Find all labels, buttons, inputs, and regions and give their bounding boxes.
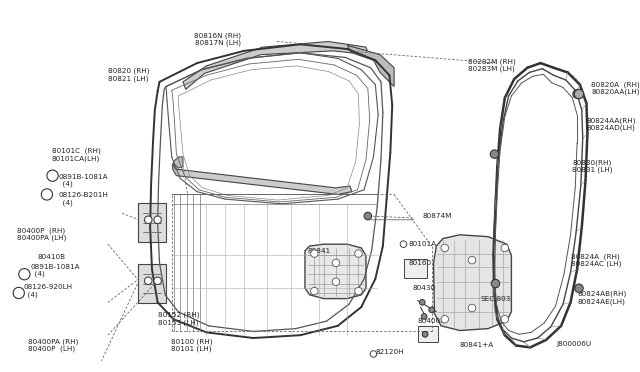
- Circle shape: [575, 284, 583, 292]
- Circle shape: [355, 287, 362, 295]
- Text: 80282M (RH)
80283M (LH): 80282M (RH) 80283M (LH): [468, 58, 516, 73]
- Circle shape: [574, 89, 584, 99]
- Circle shape: [501, 315, 509, 323]
- Circle shape: [501, 244, 509, 252]
- Text: 80100 (RH)
80101 (LH): 80100 (RH) 80101 (LH): [171, 338, 212, 352]
- Text: B: B: [16, 288, 22, 298]
- Text: 80824AB(RH)
80824AE(LH): 80824AB(RH) 80824AE(LH): [577, 291, 627, 305]
- Text: 0891B-1081A
  (4): 0891B-1081A (4): [58, 174, 108, 187]
- Text: 80824AA(RH)
80824AD(LH): 80824AA(RH) 80824AD(LH): [586, 117, 636, 131]
- Circle shape: [419, 299, 425, 305]
- Text: 80400I: 80400I: [417, 318, 443, 324]
- Polygon shape: [173, 157, 183, 168]
- Text: 80830(RH)
80831 (LH): 80830(RH) 80831 (LH): [572, 159, 613, 173]
- Circle shape: [573, 90, 581, 98]
- FancyBboxPatch shape: [417, 326, 438, 342]
- Circle shape: [370, 351, 377, 357]
- Circle shape: [145, 216, 152, 224]
- Text: 80820A  (RH)
80820AA(LH): 80820A (RH) 80820AA(LH): [591, 81, 640, 95]
- Text: 80410B: 80410B: [38, 254, 66, 260]
- FancyBboxPatch shape: [404, 259, 427, 278]
- Circle shape: [490, 150, 499, 158]
- FancyBboxPatch shape: [138, 264, 166, 303]
- Circle shape: [400, 241, 407, 247]
- Circle shape: [468, 256, 476, 264]
- Circle shape: [47, 170, 58, 181]
- Text: 80841: 80841: [308, 247, 331, 254]
- Circle shape: [332, 278, 340, 285]
- Circle shape: [422, 331, 428, 337]
- Text: 82120H: 82120H: [375, 349, 404, 355]
- Text: 80816N (RH)
80817N (LH): 80816N (RH) 80817N (LH): [194, 32, 241, 46]
- Text: 80152 (RH)
80153 (LH): 80152 (RH) 80153 (LH): [157, 312, 199, 326]
- Text: 80841+A: 80841+A: [460, 341, 494, 347]
- Circle shape: [42, 189, 52, 200]
- Circle shape: [154, 277, 161, 285]
- Text: 80874M: 80874M: [422, 213, 452, 219]
- Circle shape: [310, 250, 318, 257]
- Circle shape: [355, 250, 362, 257]
- Polygon shape: [433, 235, 511, 330]
- Circle shape: [145, 277, 152, 285]
- Text: 0891B-1081A
  (4): 0891B-1081A (4): [30, 264, 79, 277]
- Text: 80101A: 80101A: [408, 241, 436, 247]
- Text: B: B: [44, 190, 50, 199]
- Circle shape: [492, 279, 500, 288]
- Text: 80430: 80430: [413, 285, 436, 291]
- Text: J800006U: J800006U: [556, 341, 591, 347]
- Circle shape: [13, 287, 24, 299]
- Circle shape: [468, 304, 476, 312]
- Polygon shape: [347, 45, 394, 87]
- FancyBboxPatch shape: [138, 203, 166, 242]
- Circle shape: [429, 307, 435, 313]
- Circle shape: [19, 269, 30, 280]
- Text: 80824A  (RH)
80824AC (LH): 80824A (RH) 80824AC (LH): [570, 253, 621, 267]
- Circle shape: [364, 212, 372, 220]
- Circle shape: [332, 259, 340, 267]
- Circle shape: [441, 315, 449, 323]
- Text: 80101C  (RH)
80101CA(LH): 80101C (RH) 80101CA(LH): [52, 148, 100, 161]
- Text: N: N: [49, 171, 56, 180]
- Polygon shape: [183, 42, 369, 89]
- Text: 80820 (RH)
80821 (LH): 80820 (RH) 80821 (LH): [108, 68, 149, 82]
- Polygon shape: [305, 244, 366, 299]
- Polygon shape: [173, 163, 352, 195]
- Text: 80400P  (RH)
80400PA (LH): 80400P (RH) 80400PA (LH): [17, 227, 67, 241]
- Circle shape: [310, 287, 318, 295]
- Circle shape: [441, 244, 449, 252]
- Circle shape: [154, 216, 161, 224]
- Text: 80160: 80160: [408, 260, 431, 266]
- Text: N: N: [21, 270, 28, 279]
- Text: 08126-920LH
  (4): 08126-920LH (4): [24, 284, 72, 298]
- Text: SEC.803: SEC.803: [481, 296, 511, 302]
- Text: 08126-B201H
  (4): 08126-B201H (4): [58, 192, 108, 206]
- Text: 80400PA (RH)
80400P  (LH): 80400PA (RH) 80400P (LH): [28, 338, 79, 352]
- Circle shape: [421, 314, 427, 319]
